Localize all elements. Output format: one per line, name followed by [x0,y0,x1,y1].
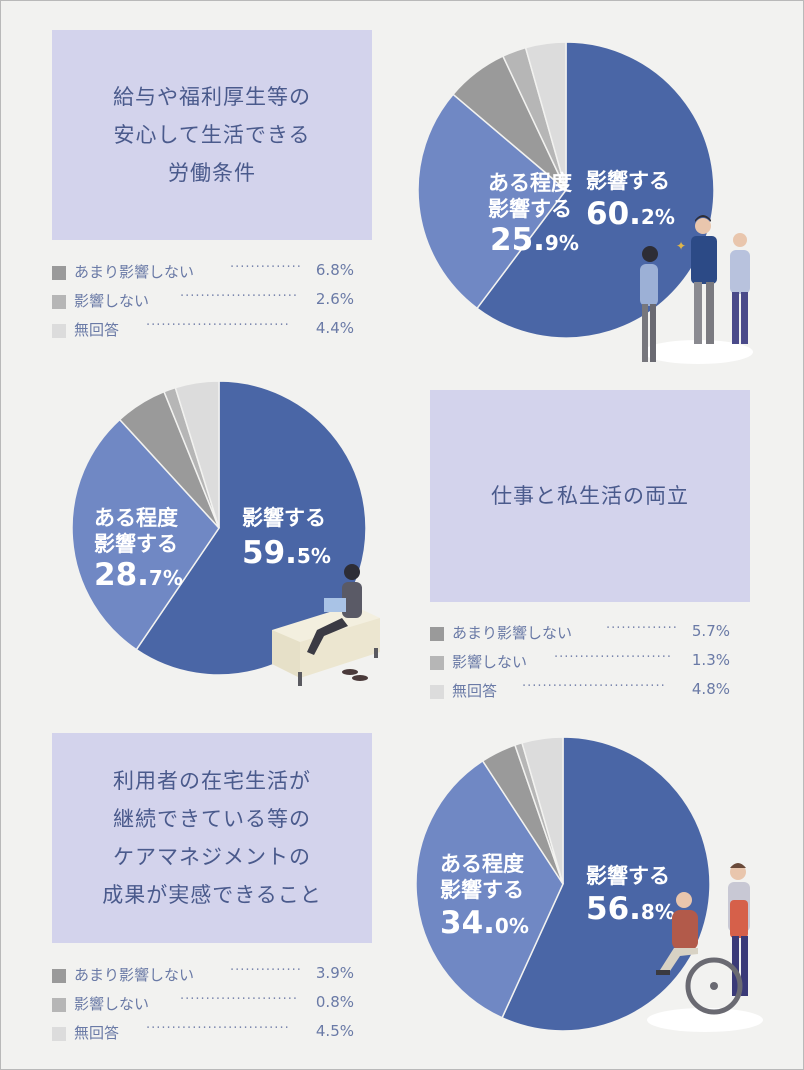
legend-label: あまり影響しない [74,263,195,281]
legend-item-little: あまり影響しない ·············· 6.8% [52,260,354,289]
legend-item-noanswer: 無回答 ···························· 4.5% [52,1021,354,1050]
legend-label: あまり影響しない [74,966,195,984]
value-dec: 9% [545,231,579,255]
pie-chart-3: ある程度 影響する 34.0% 影響する 56.8% [415,736,711,1032]
label-moderate-line2: 影響する [488,197,572,221]
value-dec: 8% [641,900,675,924]
chart-3-legend: あまり影響しない ·············· 3.9% 影響しない ·····… [52,963,354,1050]
legend-swatch-none [52,998,66,1012]
label-moderate-value: 28.7% [94,557,183,593]
leader-dots: ······················· [180,992,299,1007]
leader-dots: ···························· [522,679,666,694]
wheelchair-caregiver-illustration [647,863,763,1032]
label-moderate-line1: ある程度 [94,506,178,530]
legend-label: 影響しない [452,653,528,671]
legend-label: あまり影響しない [452,624,573,642]
value-int: 59. [242,535,297,571]
chart-3-title: 利用者の在宅生活が 継続できている等の ケアマネジメントの 成果が実感できること [52,733,372,943]
label-strong-value: 59.5% [242,535,331,571]
label-moderate-value: 25.9% [490,222,579,258]
chart-2-title: 仕事と私生活の両立 [430,390,750,602]
legend-swatch-noanswer [52,324,66,338]
legend-swatch-little [430,627,444,641]
legend-swatch-little [52,266,66,280]
legend-label: 無回答 [74,1024,120,1042]
legend-swatch-none [430,656,444,670]
pie-slice-moderate [415,759,564,1019]
pie-slice-moderate [417,93,568,310]
label-strong-value: 60.2% [586,196,675,232]
legend-swatch-noanswer [430,685,444,699]
label-strong: 影響する [586,864,670,888]
label-moderate-line1: ある程度 [488,171,572,195]
pie-slice-strong [501,736,711,1032]
value-int: 28. [94,557,149,593]
legend-value: 0.8% [315,993,354,1011]
value-int: 34. [440,905,495,941]
label-strong: 影響する [242,506,326,530]
legend-item-little: あまり影響しない ·············· 5.7% [430,621,730,650]
chart-1-legend: あまり影響しない ·············· 6.8% 影響しない ·····… [52,260,354,347]
legend-item-noanswer: 無回答 ···························· 4.4% [52,318,354,347]
legend-item-little: あまり影響しない ·············· 3.9% [52,963,354,992]
label-moderate-line1: ある程度 [440,852,524,876]
legend-item-noanswer: 無回答 ···························· 4.8% [430,679,730,708]
legend-value: 6.8% [315,261,354,279]
value-int: 60. [586,196,641,232]
legend-value: 2.6% [315,290,354,308]
label-moderate-line2: 影響する [94,532,178,556]
legend-swatch-little [52,969,66,983]
pie-slice-noanswer [521,736,564,885]
leader-dots: ···························· [146,1021,290,1036]
legend-value: 4.5% [315,1022,354,1040]
legend-value: 1.3% [691,651,730,669]
legend-value: 4.8% [691,680,730,698]
value-dec: 0% [495,914,529,938]
people-handshake-illustration: ✦ [640,215,753,364]
pie-chart-2: ある程度 影響する 28.7% 影響する 59.5% [71,380,367,676]
chart-1-title: 給与や福利厚生等の 安心して生活できる 労働条件 [52,30,372,240]
legend-label: 無回答 [74,321,120,339]
pie-chart-1: ある程度 影響する 25.9% 影響する 60.2% [417,41,715,339]
leader-dots: ·············· [230,963,302,978]
sofa-laptop-illustration [272,564,380,686]
label-strong: 影響する [586,169,670,193]
legend-swatch-noanswer [52,1027,66,1041]
leader-dots: ·············· [606,621,678,636]
legend-item-none: 影響しない ······················· 1.3% [430,650,730,679]
chart-2-legend: あまり影響しない ·············· 5.7% 影響しない ·····… [430,621,730,708]
legend-item-none: 影響しない ······················· 0.8% [52,992,354,1021]
legend-label: 影響しない [74,292,150,310]
pie-slice-noanswer [174,380,220,529]
svg-text:✦: ✦ [676,239,686,253]
value-int: 56. [586,891,641,927]
label-moderate-line2: 影響する [440,878,524,902]
label-moderate-value: 34.0% [440,905,529,941]
leader-dots: ···························· [146,318,290,333]
legend-value: 4.4% [315,319,354,337]
value-dec: 5% [297,544,331,568]
pie-slice-moderate [71,418,220,651]
legend-value: 5.7% [691,622,730,640]
value-dec: 2% [641,205,675,229]
pie-slice-noanswer [524,41,567,191]
value-int: 25. [490,222,545,258]
legend-item-none: 影響しない ······················· 2.6% [52,289,354,318]
value-dec: 7% [149,566,183,590]
legend-label: 無回答 [452,682,498,700]
leader-dots: ·············· [230,260,302,275]
legend-swatch-none [52,295,66,309]
legend-value: 3.9% [315,964,354,982]
label-strong-value: 56.8% [586,891,675,927]
leader-dots: ······················· [554,650,673,665]
leader-dots: ······················· [180,289,299,304]
legend-label: 影響しない [74,995,150,1013]
